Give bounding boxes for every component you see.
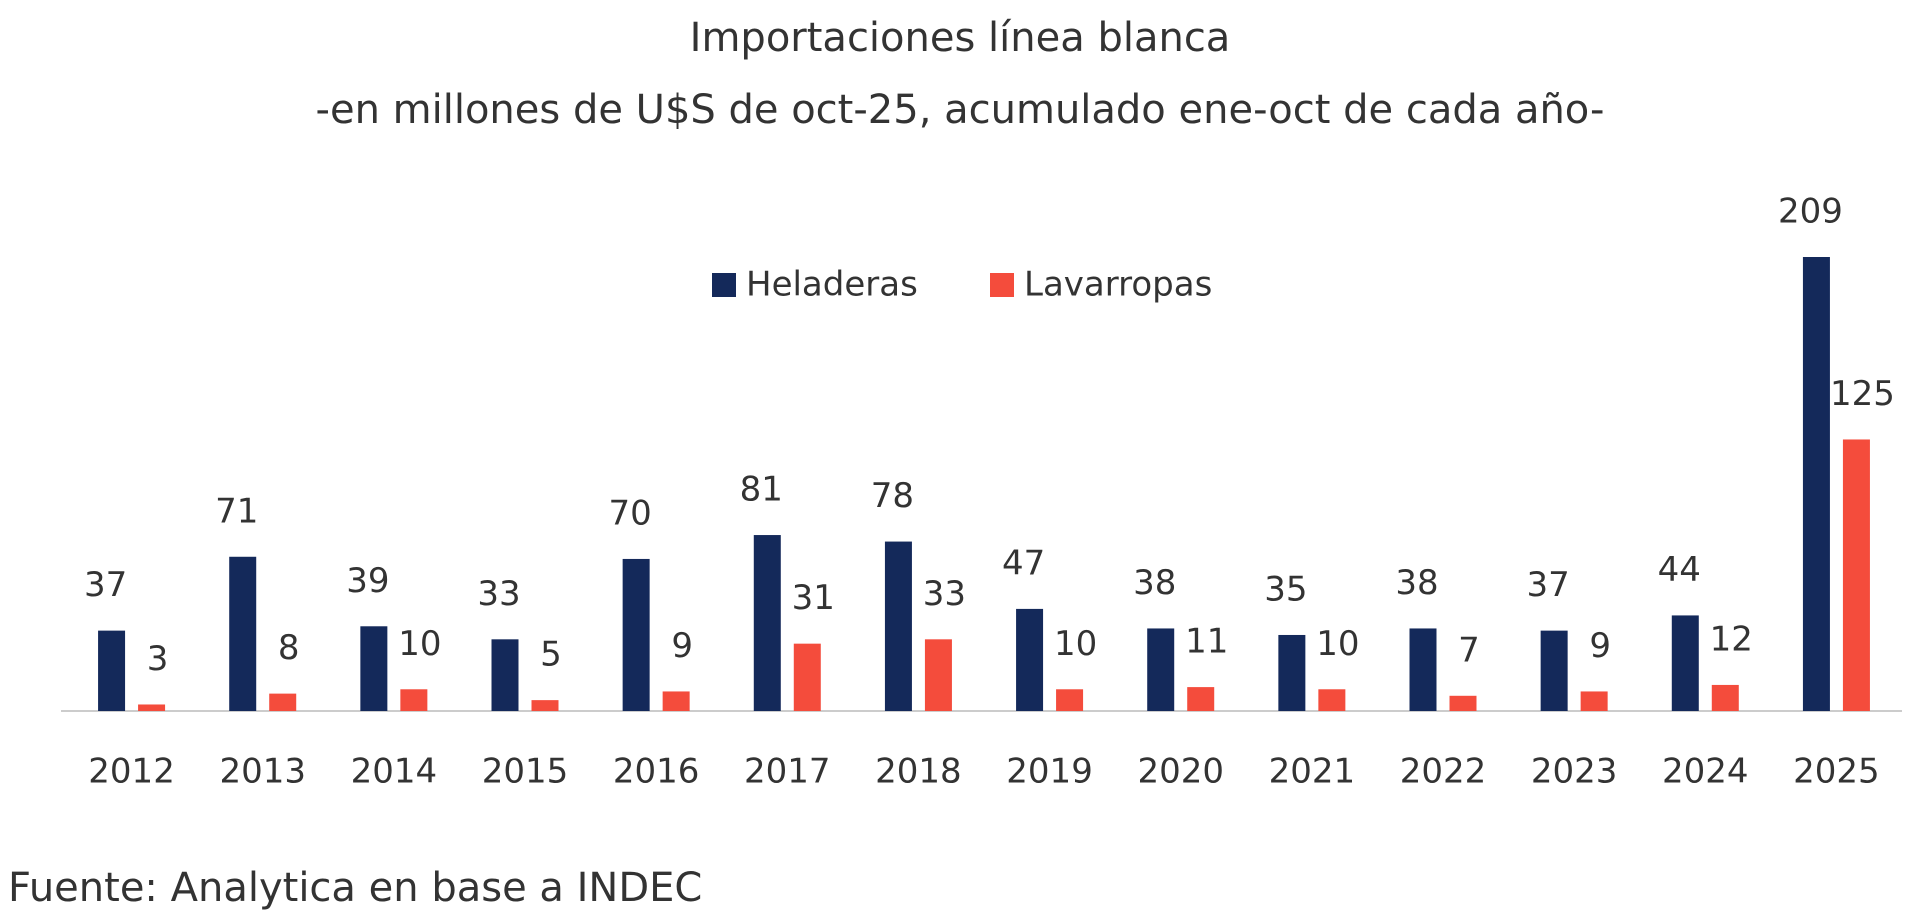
bar — [1671, 615, 1699, 711]
data-label: 8 — [278, 628, 300, 668]
x-tick-label: 2013 — [219, 752, 306, 792]
bar — [622, 558, 650, 711]
x-tick-label: 2014 — [351, 752, 438, 792]
bar — [1409, 628, 1437, 711]
data-label: 125 — [1830, 374, 1895, 414]
bar — [1842, 439, 1870, 711]
bar — [924, 639, 952, 711]
data-label: 7 — [1458, 630, 1480, 670]
legend-swatch — [712, 273, 736, 297]
bar — [1187, 687, 1215, 711]
x-tick-label: 2018 — [875, 752, 962, 792]
data-label: 37 — [1527, 565, 1570, 605]
x-tick-label: 2012 — [88, 752, 175, 792]
data-label: 37 — [84, 565, 127, 605]
x-tick-label: 2017 — [744, 752, 831, 792]
bar — [1056, 689, 1084, 711]
bar — [1147, 628, 1175, 711]
data-label: 9 — [671, 626, 693, 666]
bar — [269, 693, 297, 711]
data-label: 35 — [1264, 569, 1307, 609]
data-label: 44 — [1658, 550, 1701, 590]
data-label: 10 — [1316, 624, 1359, 664]
bar — [1802, 257, 1830, 711]
data-label: 33 — [477, 574, 520, 614]
x-tick-label: 2020 — [1137, 752, 1224, 792]
x-tick-label: 2023 — [1531, 752, 1618, 792]
data-label: 31 — [792, 578, 835, 618]
x-tick-label: 2015 — [482, 752, 569, 792]
bar — [138, 704, 166, 711]
bar — [1278, 634, 1306, 711]
bar — [360, 626, 388, 711]
bar — [1580, 691, 1608, 711]
chart-title: Importaciones línea blanca — [690, 15, 1231, 61]
data-label: 70 — [609, 493, 652, 533]
data-label: 9 — [1589, 626, 1611, 666]
data-label: 81 — [740, 470, 783, 510]
chart-subtitle: -en millones de U$S de oct-25, acumulado… — [316, 87, 1605, 133]
data-label: 12 — [1710, 619, 1753, 659]
bar — [229, 556, 257, 711]
x-tick-label: 2016 — [613, 752, 700, 792]
data-label: 38 — [1133, 563, 1176, 603]
data-label: 78 — [871, 476, 914, 516]
data-label: 33 — [923, 574, 966, 614]
data-label: 11 — [1185, 622, 1228, 662]
source-note: Fuente: Analytica en base a INDEC — [8, 865, 702, 911]
bar — [491, 639, 519, 711]
bar — [1449, 695, 1477, 711]
bar — [1318, 689, 1346, 711]
bar — [400, 689, 428, 711]
legend-label: Lavarropas — [1024, 265, 1212, 305]
bar — [1016, 608, 1044, 711]
data-label: 3 — [147, 639, 169, 679]
bar — [662, 691, 690, 711]
legend-swatch — [990, 273, 1014, 297]
bar — [531, 700, 559, 711]
x-tick-label: 2021 — [1269, 752, 1356, 792]
data-label: 39 — [346, 561, 389, 601]
data-label: 209 — [1778, 192, 1843, 232]
data-label: 5 — [540, 635, 562, 675]
data-label: 47 — [1002, 543, 1045, 583]
x-tick-label: 2025 — [1793, 752, 1880, 792]
bar — [1711, 684, 1739, 711]
bar — [793, 643, 821, 711]
data-label: 38 — [1395, 563, 1438, 603]
legend-label: Heladeras — [746, 265, 918, 305]
x-tick-label: 2024 — [1662, 752, 1749, 792]
bar — [98, 630, 126, 711]
bar — [884, 541, 912, 711]
data-label: 71 — [215, 491, 258, 531]
x-tick-label: 2019 — [1006, 752, 1093, 792]
bar — [753, 535, 781, 711]
data-label: 10 — [1054, 624, 1097, 664]
data-label: 10 — [398, 624, 441, 664]
bar — [1540, 630, 1568, 711]
x-tick-label: 2022 — [1400, 752, 1487, 792]
